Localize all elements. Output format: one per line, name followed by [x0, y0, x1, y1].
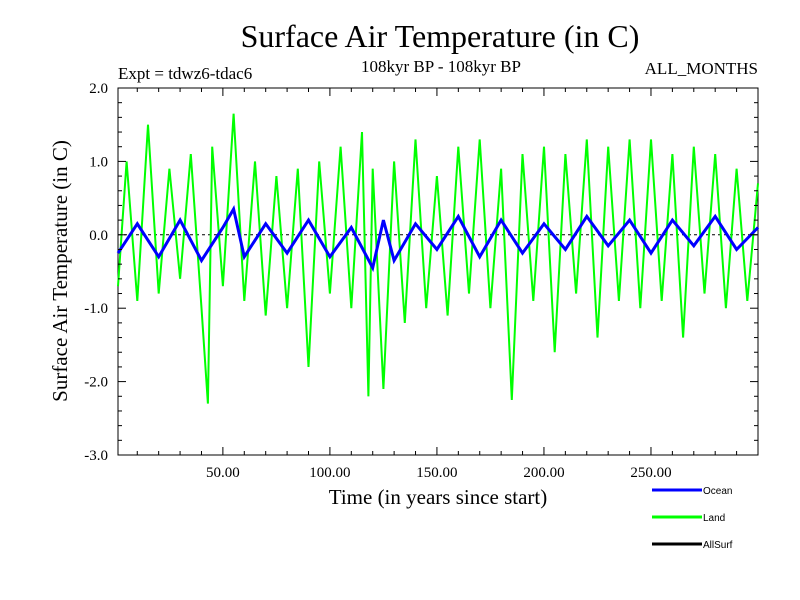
x-tick-label: 150.00: [416, 465, 457, 481]
series-land-line: [117, 113, 759, 404]
x-tick-label: 200.00: [523, 465, 564, 481]
y-tick-label: 1.0: [89, 154, 108, 170]
legend-label-ocean: Ocean: [703, 486, 732, 497]
y-tick-label: -3.0: [84, 448, 108, 464]
series-ocean-line: [116, 205, 760, 273]
y-axis-ticks: 2.0 1.0 0.0 -1.0 -2.0 -3.0: [84, 81, 108, 464]
y-tick-label: 2.0: [89, 81, 108, 97]
y-tick-label: -2.0: [84, 375, 108, 391]
y-tick-label: -1.0: [84, 301, 108, 317]
plot-area: [116, 87, 760, 456]
x-tick-label: 250.00: [630, 465, 671, 481]
legend: Ocean Land AllSurf: [652, 486, 733, 551]
y-axis-label: Surface Air Temperature (in C): [48, 140, 72, 402]
experiment-label: Expt = tdwz6-tdac6: [118, 64, 252, 83]
x-axis-ticks: 50.00 100.00 150.00 200.00 250.00: [206, 465, 672, 481]
season-label: ALL_MONTHS: [645, 59, 758, 78]
x-tick-label: 100.00: [309, 465, 350, 481]
chart-title: Surface Air Temperature (in C): [241, 18, 640, 54]
y-tick-label: 0.0: [89, 228, 108, 244]
x-axis-label: Time (in years since start): [329, 485, 548, 509]
legend-label-land: Land: [703, 513, 725, 524]
plot-frame: [117, 87, 759, 456]
x-tick-label: 50.00: [206, 465, 240, 481]
legend-label-allsurf: AllSurf: [703, 540, 733, 551]
chart-subtitle: 108kyr BP - 108kyr BP: [361, 57, 521, 76]
